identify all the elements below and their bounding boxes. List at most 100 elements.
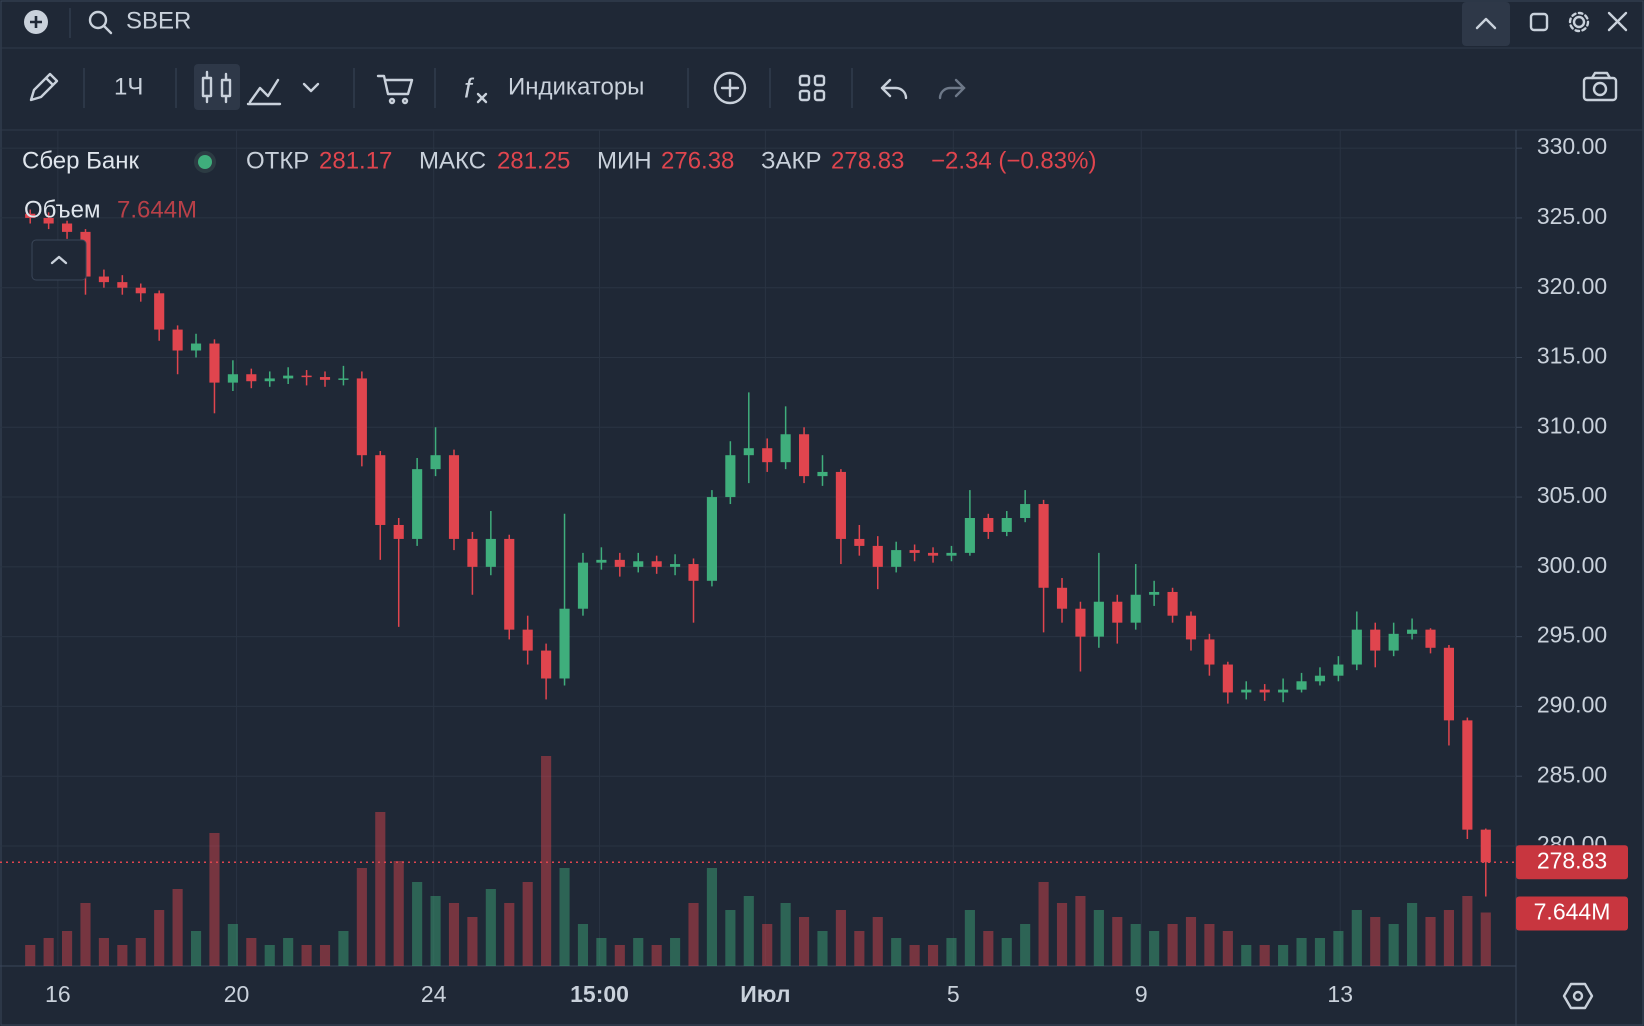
candle-body (209, 343, 220, 383)
volume-bar (872, 917, 883, 966)
indicators-button[interactable]: Индикаторы (508, 73, 644, 100)
volume-bar (172, 889, 183, 966)
candle-body (835, 471, 846, 539)
volume-bar (338, 931, 349, 966)
volume-bar (1185, 917, 1197, 966)
volume-bar (98, 938, 109, 966)
candle-body (61, 223, 73, 232)
x-tick-label: 13 (1327, 981, 1353, 1007)
window-button[interactable] (1529, 12, 1549, 32)
volume-bar (117, 945, 128, 966)
close-label: ЗАКР (761, 147, 822, 174)
y-tick-label: 310.00 (1537, 412, 1607, 438)
collapse-button[interactable] (1462, 2, 1510, 46)
volume-bar (1020, 924, 1031, 966)
candle-body (448, 455, 460, 539)
settings-button[interactable] (1568, 11, 1590, 33)
candle-body (1056, 587, 1068, 609)
symbol[interactable]: SBER (126, 7, 191, 34)
volume-bar (246, 938, 257, 966)
volume-bar (61, 931, 73, 966)
candle-body (1259, 689, 1270, 693)
candle-body (798, 434, 810, 477)
chevron-up (1475, 17, 1497, 30)
chart-type-dropdown[interactable] (302, 82, 320, 93)
candle-body (338, 378, 349, 380)
candle-body (1296, 681, 1307, 690)
volume-bar (670, 938, 681, 966)
candle-body (190, 343, 202, 351)
candle-body (1185, 615, 1197, 640)
axis-settings-button[interactable] (1562, 982, 1594, 1010)
close-button[interactable] (1607, 11, 1628, 32)
volume-bar (1001, 938, 1012, 966)
add-indicator-button[interactable] (713, 71, 747, 105)
axes: 280.00285.00290.00295.00300.00305.00310.… (0, 133, 1628, 1007)
volume-bar (283, 938, 294, 966)
undo-button[interactable] (880, 78, 908, 100)
search-icon[interactable] (88, 10, 113, 35)
candle-body (1333, 664, 1344, 676)
candle-body (154, 293, 165, 330)
candle-body (1314, 675, 1326, 682)
volume-bar (891, 938, 902, 966)
instrument-name: Сбер Банк (22, 147, 140, 174)
x-tick-label: 9 (1135, 981, 1148, 1007)
cart-button[interactable] (376, 74, 414, 105)
volume-bar (522, 882, 533, 966)
candle-body (1222, 664, 1233, 693)
volume-bar (559, 868, 570, 966)
draw-tool[interactable] (29, 72, 59, 102)
candle-body (117, 282, 128, 288)
candles (25, 209, 1491, 897)
close-value: 278.83 (831, 147, 904, 174)
candle-body (1020, 504, 1031, 518)
volume-value: 7.644M (117, 196, 197, 223)
candle-body (1443, 647, 1455, 721)
screenshot-button[interactable] (1582, 71, 1618, 102)
candle-body (927, 552, 939, 556)
candle-body (356, 378, 367, 456)
candle-body (1001, 517, 1012, 532)
candle-body (1093, 601, 1104, 637)
volume-bar (1296, 938, 1307, 966)
change-value: −2.34 (−0.83%) (931, 147, 1096, 174)
candle-body (375, 455, 386, 525)
volume-bar (430, 896, 441, 966)
candle-body (1370, 629, 1381, 651)
y-tick-label: 305.00 (1537, 482, 1607, 508)
interval[interactable]: 1Ч (114, 73, 143, 100)
y-tick-label: 285.00 (1537, 761, 1607, 787)
last-volume-label: 7.644M (1534, 899, 1611, 925)
volume-bar (1241, 945, 1252, 966)
volume-bar (633, 938, 644, 966)
volume-bar (1038, 882, 1049, 966)
last-price-label: 278.83 (1537, 847, 1607, 873)
layout-button[interactable] (798, 74, 826, 102)
volume-bar (614, 945, 625, 966)
candles-button[interactable] (194, 64, 240, 110)
legend-collapse-button[interactable] (31, 239, 87, 281)
low-value: 276.38 (661, 147, 734, 174)
line-chart-button[interactable] (246, 78, 282, 106)
volume-bar (209, 833, 220, 966)
volume-bar (393, 861, 404, 966)
volume-bar (817, 931, 828, 966)
add-button[interactable] (24, 10, 48, 34)
candle-body (522, 629, 533, 651)
candle-body (706, 497, 718, 581)
candle-body (891, 550, 902, 567)
volume-bar (25, 945, 36, 966)
volume-bar (1130, 924, 1141, 966)
volume-bar (688, 903, 699, 966)
open-value: 281.17 (319, 147, 392, 174)
redo-button[interactable] (938, 78, 966, 100)
volume-bar (1370, 917, 1381, 966)
candle-body (1278, 689, 1289, 693)
volume-bar (1075, 896, 1086, 966)
candle-body (983, 517, 994, 532)
candle-body (964, 517, 975, 553)
volume-bar (1333, 931, 1344, 966)
